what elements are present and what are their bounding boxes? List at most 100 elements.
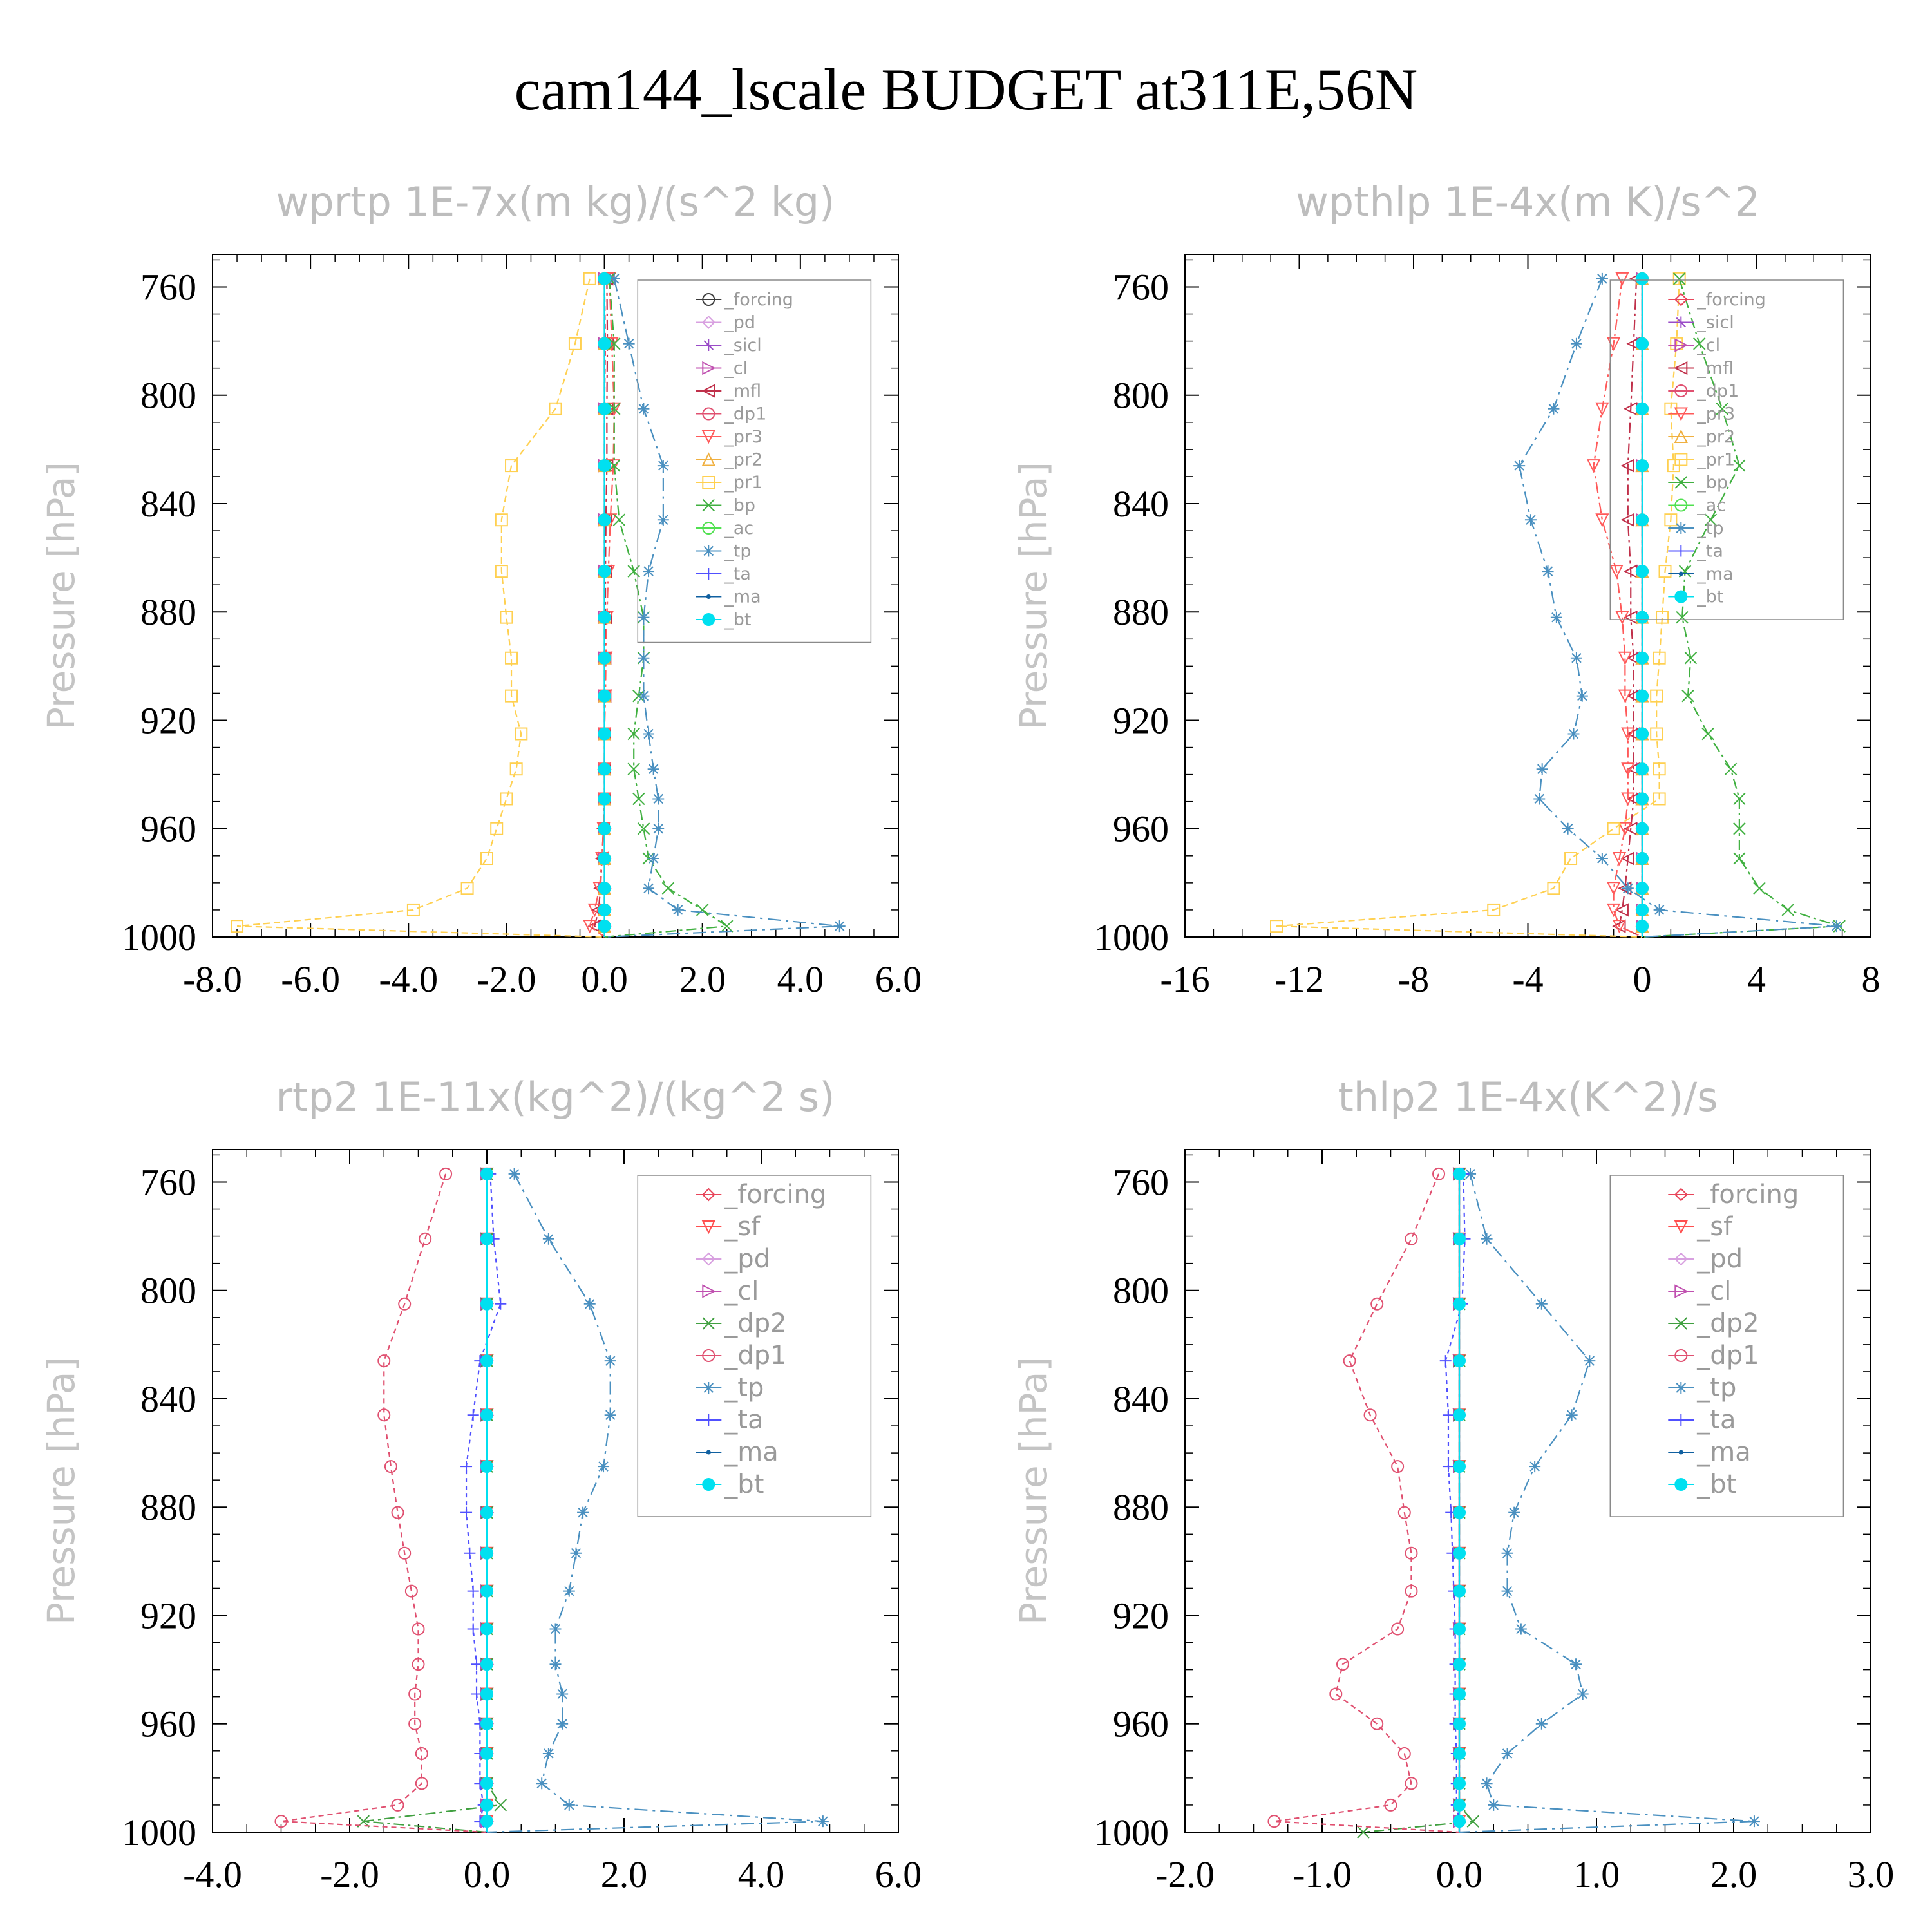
legend-label: _ma <box>724 1437 778 1467</box>
series-point-bp <box>1676 611 1689 624</box>
x-tick-label: -6.0 <box>281 958 340 1000</box>
series-point-bt <box>480 1460 493 1473</box>
series-point-bt <box>480 1798 493 1812</box>
y-tick-label: 960 <box>140 1703 196 1745</box>
legend-marker <box>702 293 715 306</box>
series-point-bt <box>480 1658 493 1671</box>
series-point-tp <box>1524 514 1537 526</box>
series-point-bt <box>1453 1815 1466 1828</box>
legend-marker <box>701 430 715 444</box>
legend-label: _bp <box>1696 473 1728 493</box>
legend-label: _cl <box>724 359 748 379</box>
legend-label: _bt <box>724 610 751 630</box>
series-point-bp <box>608 337 621 350</box>
series-point-dp1 <box>419 1232 432 1245</box>
series-point-tp <box>1576 690 1588 702</box>
plot-frame <box>212 254 899 938</box>
legend-label: _bt <box>1696 1470 1736 1499</box>
legend: _forcing _pd _sicl _cl_mfl _dp1 _pr3 _pr2 _pr1 _… <box>637 279 872 643</box>
legend-label: _sicl <box>724 336 761 355</box>
series-point-bt <box>1636 882 1649 895</box>
series-point-dp1 <box>391 1506 404 1519</box>
series-point-bt <box>598 459 611 473</box>
x-tick-label: 6.0 <box>875 958 922 1000</box>
series-point-bt <box>480 1232 493 1245</box>
legend-marker <box>702 1478 715 1491</box>
y-tick-label: 920 <box>1113 699 1169 741</box>
legend-label: _pr2 <box>724 450 762 470</box>
y-axis-label: Pressure [hPa] <box>1012 1357 1056 1625</box>
legend-label: _tp <box>1696 518 1723 538</box>
panel-title: rtp2 1E-11x(kg^2)/(kg^2 s) <box>276 1074 835 1121</box>
legend-marker <box>702 407 715 421</box>
y-tick-label: 920 <box>140 1595 196 1636</box>
x-tick-label: -2.0 <box>1155 1853 1215 1895</box>
series-point-bt <box>480 1815 493 1828</box>
series-line-pr1 <box>1276 278 1680 938</box>
series-point-bp <box>627 762 640 775</box>
y-tick-label: 1000 <box>1094 916 1169 958</box>
x-tick-label: -8.0 <box>183 958 242 1000</box>
series-point-pr3 <box>583 920 597 934</box>
series-point-bp <box>1684 652 1698 665</box>
series-point-bt <box>1636 792 1649 806</box>
series-point-pr1 <box>505 689 518 703</box>
series-point-dp1 <box>412 1658 425 1671</box>
series-point-tp <box>652 822 665 835</box>
series-point-bt <box>1636 402 1649 415</box>
series-point-pr1 <box>1650 689 1663 703</box>
legend-marker <box>701 316 715 329</box>
series-point-dp1 <box>1267 1815 1281 1828</box>
series-point-tp <box>1542 565 1554 578</box>
legend-marker <box>1675 545 1687 557</box>
series-line-bp <box>604 278 729 938</box>
series-point-tp <box>1577 1688 1589 1700</box>
series-point-mfl <box>1620 459 1634 473</box>
series-point-tp <box>1533 793 1546 805</box>
y-tick-label: 920 <box>140 699 196 741</box>
series-point-dp1 <box>412 1622 425 1636</box>
legend-label: _sf <box>1696 1212 1733 1242</box>
series-point-pr3 <box>1595 513 1609 527</box>
series-point-pr1 <box>505 651 518 665</box>
series-point-pr3 <box>1621 762 1635 777</box>
legend-marker <box>1675 522 1687 534</box>
series-point-pr3 <box>587 903 601 918</box>
series-point-tp <box>657 460 669 472</box>
x-tick-label: -2.0 <box>320 1853 379 1895</box>
series-line-tp <box>604 278 840 938</box>
x-tick-label: 2.0 <box>1710 1853 1757 1895</box>
series-point-tp <box>536 1777 548 1790</box>
y-tick-label: 1000 <box>1094 1812 1169 1853</box>
series-point-tp <box>1653 904 1665 916</box>
series-point-tp <box>1596 272 1608 285</box>
y-tick-label: 960 <box>1113 808 1169 850</box>
series-point-bt <box>480 1622 493 1636</box>
legend-label: _ta <box>1696 542 1723 562</box>
series-point-pr1 <box>1547 882 1560 895</box>
legend-marker <box>1674 361 1688 375</box>
series-point-bt <box>598 651 611 665</box>
series-point-dp1 <box>1397 1506 1411 1519</box>
series-point-pr1 <box>1664 402 1678 415</box>
series-point-dp1 <box>1432 1167 1446 1180</box>
series-point-pr3 <box>1609 565 1624 579</box>
legend-marker <box>703 339 715 351</box>
legend-label: _dp1 <box>1696 1341 1759 1370</box>
legend-label: _mfl <box>724 381 761 401</box>
legend-label: _pr2 <box>1696 427 1735 447</box>
series-point-tp <box>570 1547 582 1559</box>
series-point-mfl <box>1620 513 1634 527</box>
series-point-tp <box>1488 1799 1500 1811</box>
series-point-pr3 <box>1618 651 1632 665</box>
x-tick-label: -2.0 <box>477 958 536 1000</box>
series-point-tp <box>1529 1461 1541 1473</box>
series-point-tp <box>643 882 655 895</box>
series-line-tp <box>1519 278 1837 938</box>
legend-label: _ma <box>1696 1437 1750 1467</box>
series-point-bt <box>480 1584 493 1598</box>
series-point-dp1 <box>1384 1798 1397 1812</box>
series-point-dp1 <box>1391 1460 1405 1473</box>
series-point-bt <box>598 565 611 578</box>
series-point-bt <box>480 1546 493 1560</box>
